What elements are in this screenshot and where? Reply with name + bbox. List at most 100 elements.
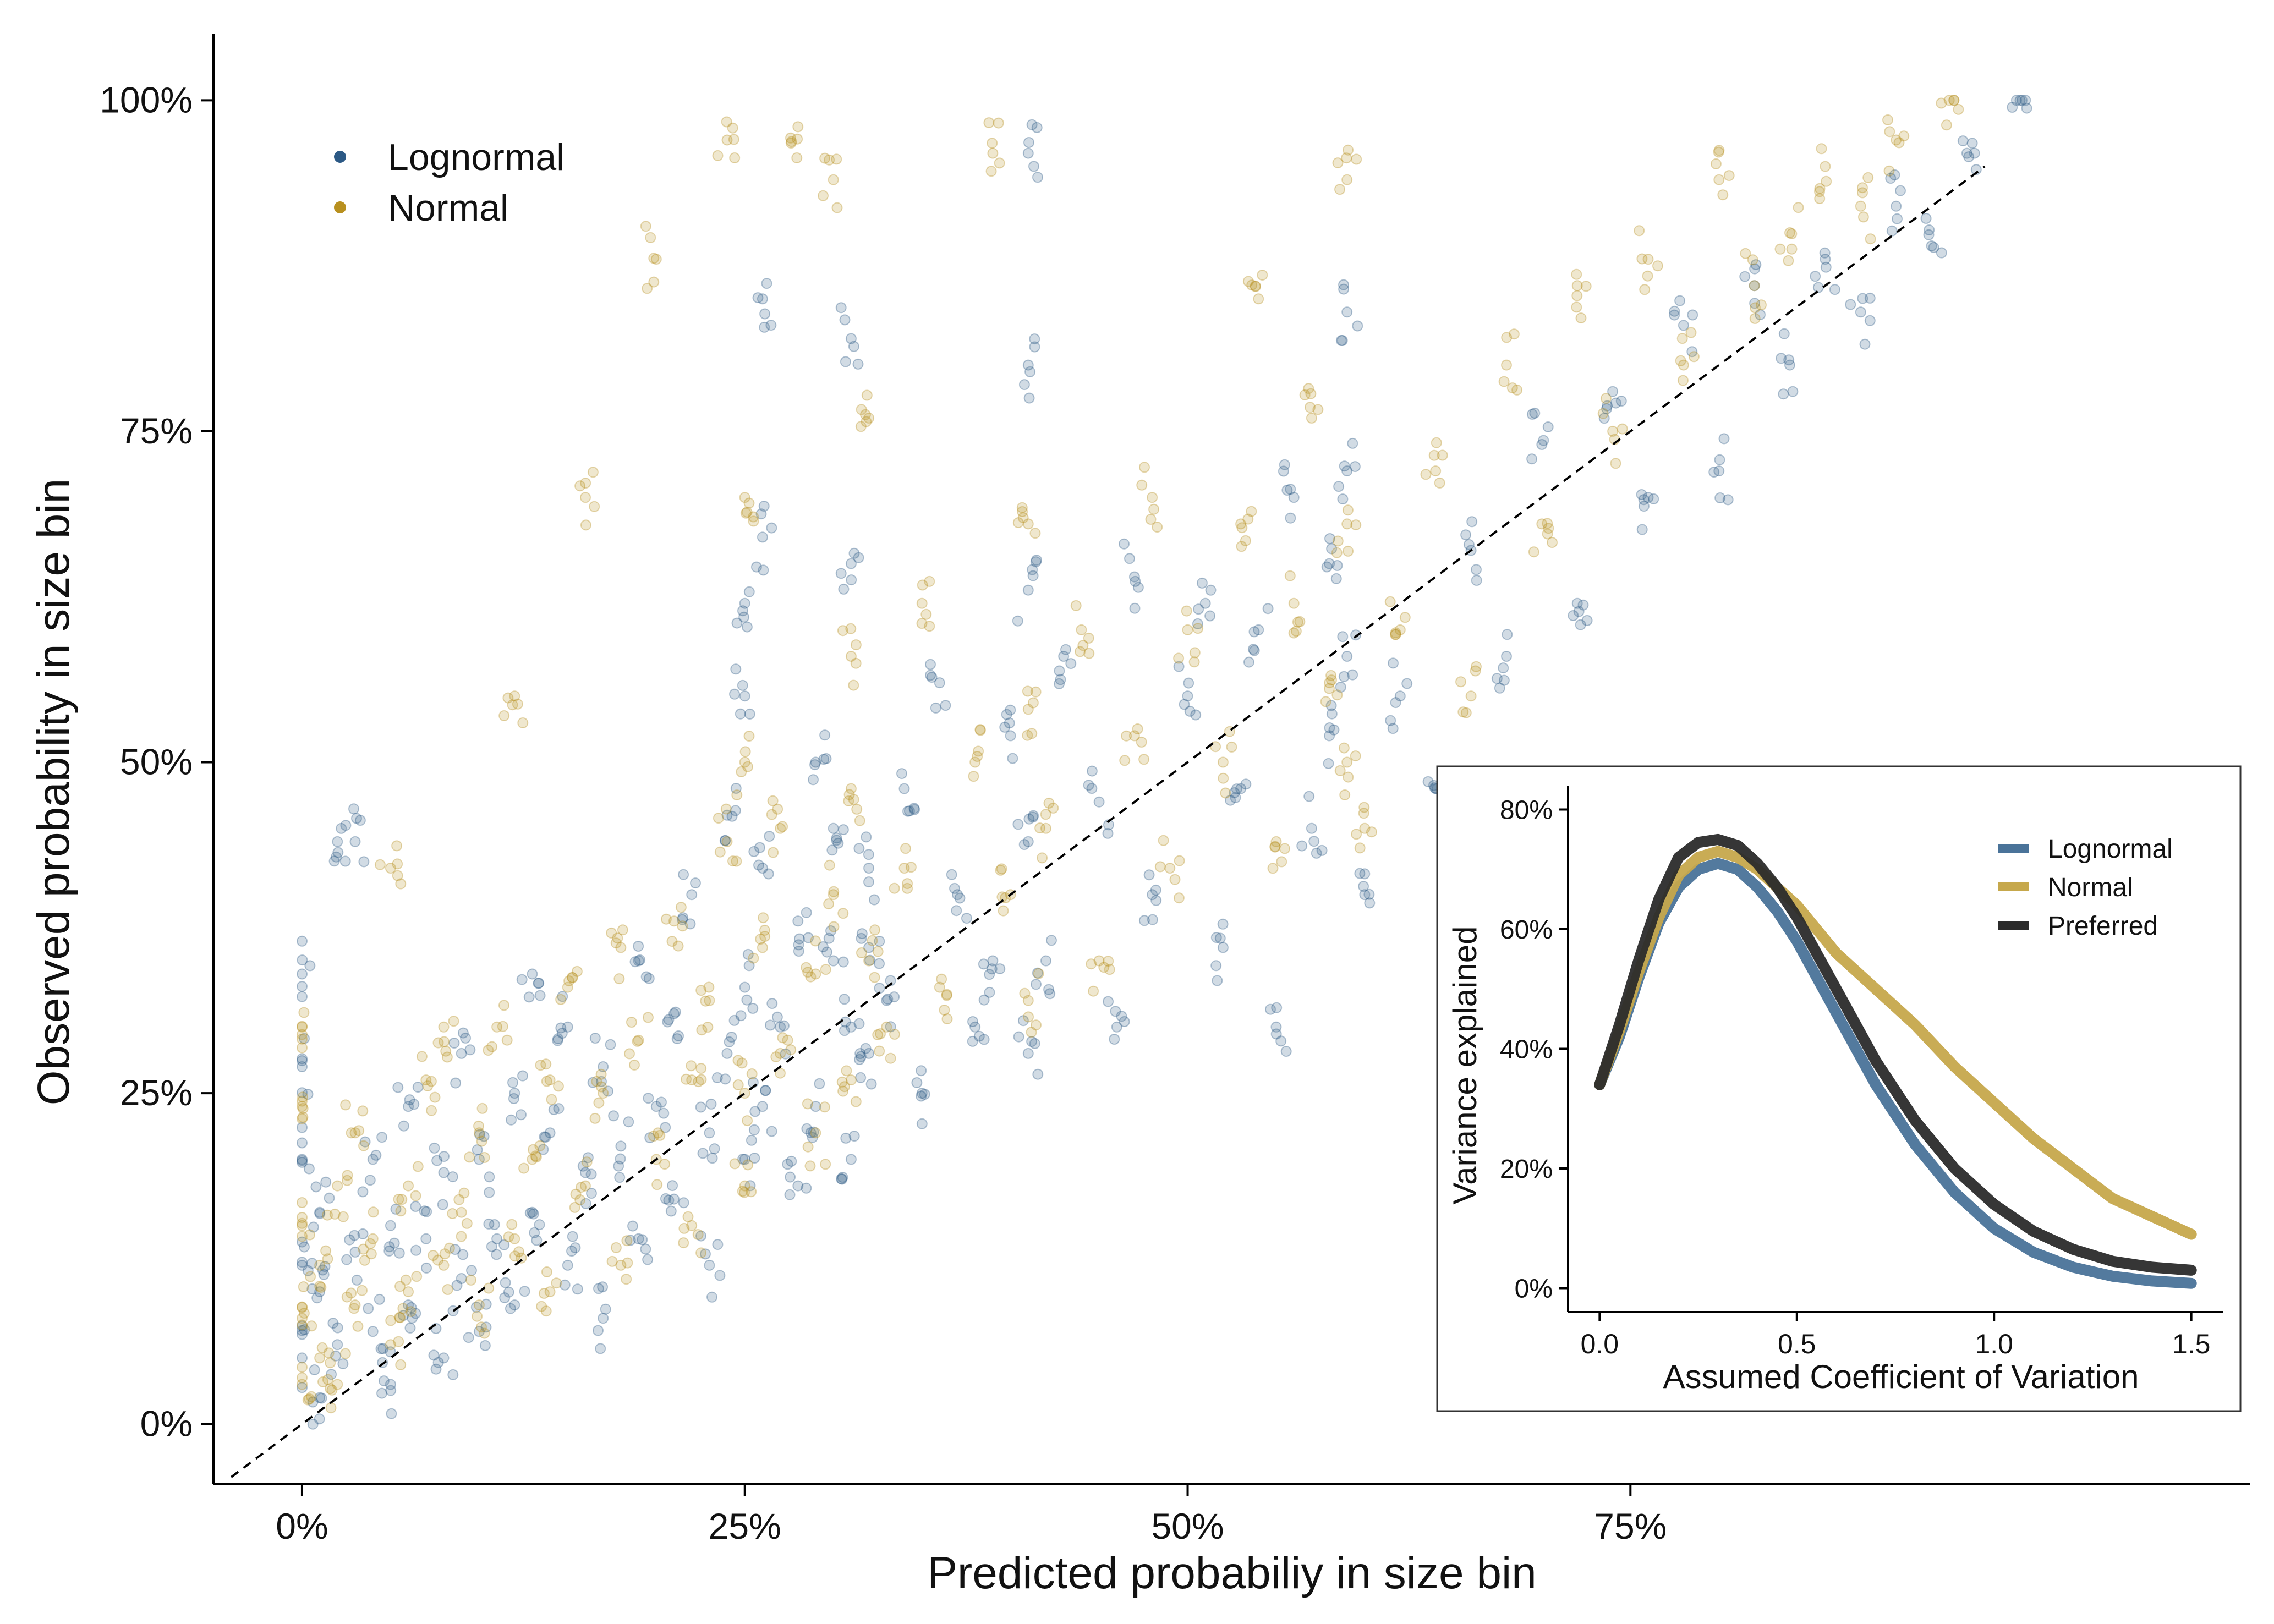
scatter-point-normal bbox=[678, 1222, 690, 1234]
scatter-point-normal bbox=[456, 1231, 467, 1242]
scatter-point-normal bbox=[677, 920, 688, 932]
scatter-point-lognormal bbox=[1857, 293, 1868, 304]
scatter-point-normal bbox=[316, 1342, 328, 1353]
inset-frame bbox=[1436, 765, 2242, 1412]
scatter-point-normal bbox=[889, 882, 900, 894]
scatter-point-normal bbox=[818, 190, 829, 201]
scatter-point-lognormal bbox=[700, 1248, 711, 1260]
inset-chart: 0.0 0.5 1.0 1.5 0% 20% 40% 60% 80% Lognormal Norm… bbox=[1436, 765, 2242, 1412]
scatter-point-normal bbox=[686, 1074, 698, 1086]
scatter-point-normal bbox=[712, 150, 724, 161]
scatter-point-normal bbox=[1350, 519, 1362, 531]
scatter-point-lognormal bbox=[825, 925, 836, 936]
inset-lines bbox=[1594, 833, 2197, 1289]
scatter-point-lognormal bbox=[748, 1124, 760, 1135]
scatter-point-normal bbox=[566, 972, 578, 983]
scatter-point-lognormal bbox=[744, 708, 755, 720]
scatter-point-lognormal bbox=[926, 672, 938, 683]
scatter-point-lognormal bbox=[1022, 584, 1034, 596]
scatter-point-lognormal bbox=[845, 1021, 857, 1033]
scatter-point-lognormal bbox=[1471, 575, 1482, 586]
scatter-point-normal bbox=[1677, 375, 1689, 386]
scatter-point-lognormal bbox=[1358, 881, 1369, 892]
scatter-point-lognormal bbox=[1542, 421, 1554, 432]
scatter-point-normal bbox=[993, 117, 1004, 129]
scatter-point-lognormal bbox=[978, 958, 989, 970]
scatter-point-normal bbox=[589, 1112, 601, 1124]
scatter-point-lognormal bbox=[836, 1173, 847, 1184]
scatter-point-normal bbox=[1341, 756, 1353, 768]
scatter-point-lognormal bbox=[1029, 341, 1040, 353]
scatter-point-normal bbox=[297, 1212, 308, 1223]
scatter-point-lognormal bbox=[738, 611, 750, 623]
scatter-point-normal bbox=[872, 1029, 884, 1040]
scatter-point-lognormal bbox=[1787, 386, 1799, 397]
scatter-point-lognormal bbox=[297, 1087, 308, 1099]
scatter-point-normal bbox=[1465, 690, 1477, 702]
scatter-point-lognormal bbox=[758, 501, 770, 512]
scatter-point-normal bbox=[863, 412, 875, 424]
scatter-point-lognormal bbox=[832, 837, 844, 849]
scatter-point-normal bbox=[346, 1287, 357, 1299]
scatter-point-lognormal bbox=[1275, 1035, 1287, 1047]
scatter-point-lognormal bbox=[633, 941, 644, 952]
scatter-point-normal bbox=[839, 1081, 850, 1093]
scatter-point-normal bbox=[1501, 359, 1512, 371]
scatter-point-lognormal bbox=[593, 1325, 604, 1336]
scatter-point-lognormal bbox=[1043, 984, 1055, 995]
scatter-point-lognormal bbox=[814, 1078, 825, 1089]
scatter-point-lognormal bbox=[869, 894, 880, 906]
scatter-point-normal bbox=[1294, 616, 1306, 627]
scatter-point-lognormal bbox=[1285, 484, 1296, 495]
scatter-point-lognormal bbox=[328, 855, 340, 867]
scatter-point-lognormal bbox=[656, 1096, 667, 1108]
scatter-point-lognormal bbox=[615, 1140, 627, 1152]
scatter-point-normal bbox=[1037, 852, 1048, 864]
scatter-point-normal bbox=[1250, 281, 1261, 292]
scatter-point-normal bbox=[831, 153, 842, 165]
scatter-point-normal bbox=[729, 152, 741, 163]
main-x-axis-label: Predicted probabiliy in size bin bbox=[927, 1548, 1537, 1598]
scatter-point-normal bbox=[396, 1194, 408, 1205]
scatter-point-lognormal bbox=[429, 1142, 440, 1154]
scatter-point-normal bbox=[443, 1242, 455, 1254]
inset-legend: Lognormal Normal Preferred bbox=[1998, 835, 2173, 941]
scatter-point-normal bbox=[1607, 425, 1619, 437]
scatter-point-lognormal bbox=[1636, 524, 1648, 535]
scatter-point-lognormal bbox=[299, 1241, 310, 1253]
scatter-point-lognormal bbox=[2021, 102, 2032, 114]
scatter-point-lognormal bbox=[808, 774, 819, 786]
scatter-point-lognormal bbox=[1845, 299, 1856, 310]
scatter-point-normal bbox=[1136, 479, 1148, 491]
scatter-point-lognormal bbox=[1054, 678, 1065, 689]
scatter-point-lognormal bbox=[1778, 328, 1790, 339]
scatter-point-normal bbox=[786, 136, 797, 147]
scatter-point-lognormal bbox=[836, 1173, 848, 1185]
scatter-point-normal bbox=[461, 1217, 473, 1229]
scatter-point-lognormal bbox=[457, 1249, 469, 1260]
scatter-point-normal bbox=[987, 147, 999, 159]
scatter-point-lognormal bbox=[1040, 955, 1051, 967]
scatter-point-normal bbox=[491, 1021, 503, 1033]
scatter-point-lognormal bbox=[1924, 224, 1935, 235]
scatter-point-lognormal bbox=[533, 977, 545, 989]
scatter-point-lognormal bbox=[1212, 975, 1223, 986]
scatter-point-normal bbox=[357, 1285, 368, 1296]
scatter-point-normal bbox=[758, 912, 769, 924]
scatter-point-lognormal bbox=[1023, 813, 1035, 825]
scatter-point-normal bbox=[740, 507, 752, 519]
scatter-point-normal bbox=[1181, 605, 1192, 617]
scatter-point-normal bbox=[810, 935, 821, 947]
scatter-point-lognormal bbox=[534, 990, 546, 1001]
scatter-point-lognormal bbox=[1895, 185, 1906, 196]
scatter-point-normal bbox=[365, 1238, 376, 1249]
scatter-point-normal bbox=[820, 1159, 831, 1170]
scatter-point-lognormal bbox=[614, 1172, 626, 1183]
scatter-point-normal bbox=[802, 1141, 814, 1153]
scatter-point-lognormal bbox=[311, 1292, 323, 1304]
scatter-point-lognormal bbox=[1103, 819, 1114, 831]
scatter-point-normal bbox=[713, 813, 724, 824]
scatter-point-lognormal bbox=[706, 1153, 718, 1164]
scatter-point-normal bbox=[1288, 627, 1300, 639]
scatter-point-normal bbox=[349, 1127, 361, 1139]
